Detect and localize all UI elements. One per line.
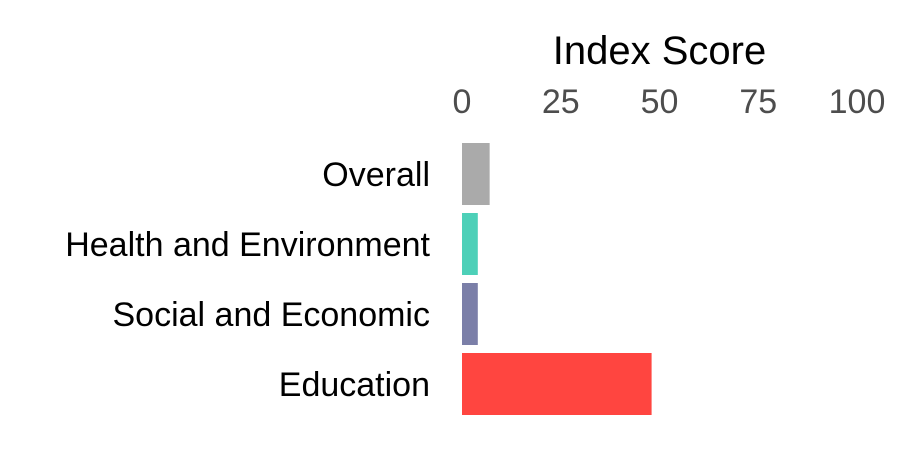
- bars: [462, 143, 652, 415]
- x-tick-label: 0: [453, 83, 472, 121]
- category-label: Social and Economic: [112, 296, 430, 334]
- bar: [462, 143, 490, 205]
- x-tick-label: 25: [542, 83, 580, 121]
- category-label: Health and Environment: [65, 226, 430, 264]
- x-tick-labels: 0 25 50 75 100: [453, 83, 886, 121]
- category-labels: Overall Health and Environment Social and …: [65, 156, 430, 404]
- category-label: Overall: [322, 156, 430, 194]
- bar: [462, 213, 478, 275]
- bar: [462, 283, 478, 345]
- category-label: Education: [279, 366, 430, 404]
- axis-title-group: Index Score: [553, 29, 766, 73]
- x-tick-label: 75: [739, 83, 777, 121]
- x-tick-label: 50: [641, 83, 679, 121]
- bar: [462, 353, 652, 415]
- x-tick-label: 100: [829, 83, 886, 121]
- x-axis-title: Index Score: [553, 29, 766, 73]
